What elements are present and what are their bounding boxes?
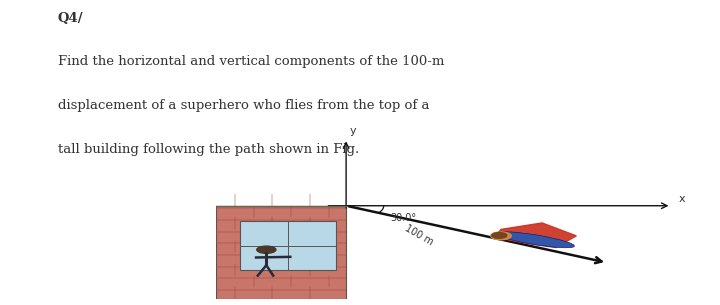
Text: Q4/: Q4/ [58,12,84,25]
Circle shape [492,233,507,238]
Text: y: y [349,126,356,136]
Text: Find the horizontal and vertical components of the 100-m: Find the horizontal and vertical compone… [58,55,444,68]
Polygon shape [494,223,576,247]
Bar [216,206,346,299]
Ellipse shape [496,232,575,248]
Bar [240,221,336,271]
Text: x: x [678,195,685,204]
Circle shape [491,232,511,240]
Text: tall building following the path shown in Fig.: tall building following the path shown i… [58,143,359,156]
Circle shape [257,246,276,253]
Text: displacement of a superhero who flies from the top of a: displacement of a superhero who flies fr… [58,99,429,112]
Text: 30.0°: 30.0° [391,213,417,223]
Text: 100 m: 100 m [403,223,435,247]
